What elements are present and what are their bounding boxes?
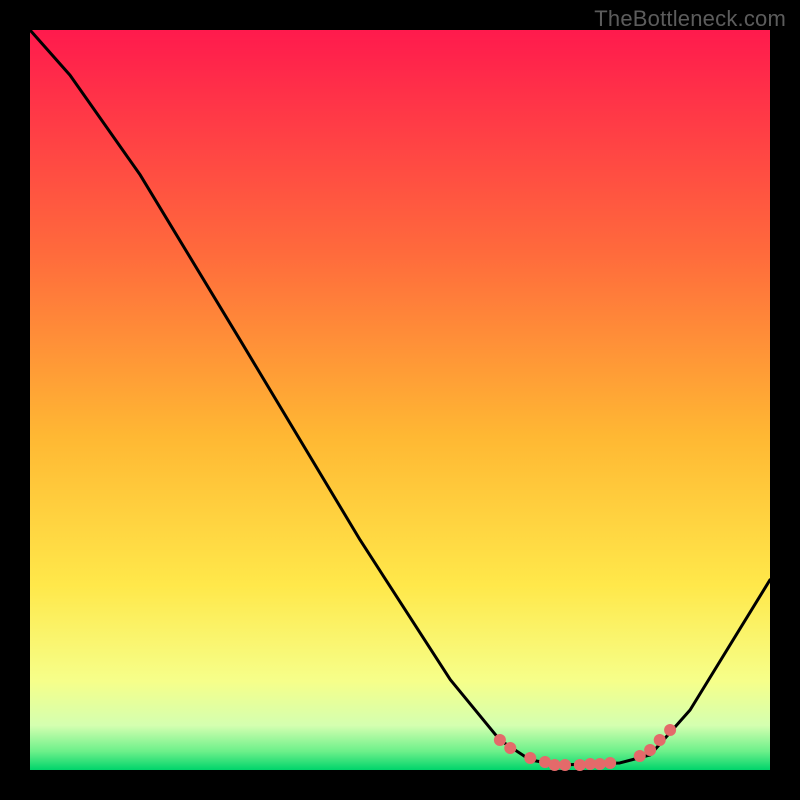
marker-dot bbox=[604, 757, 616, 769]
marker-dot bbox=[494, 734, 506, 746]
marker-dot bbox=[644, 744, 656, 756]
marker-dot bbox=[524, 752, 536, 764]
marker-dot bbox=[574, 759, 586, 771]
marker-dot bbox=[654, 734, 666, 746]
plot-area bbox=[30, 30, 770, 770]
marker-dot bbox=[594, 758, 606, 770]
bottleneck-chart bbox=[0, 0, 800, 800]
marker-dot bbox=[634, 750, 646, 762]
marker-dot bbox=[504, 742, 516, 754]
chart-container: TheBottleneck.com bbox=[0, 0, 800, 800]
marker-dot bbox=[559, 759, 571, 771]
marker-dot bbox=[549, 759, 561, 771]
marker-dot bbox=[664, 724, 676, 736]
watermark-text: TheBottleneck.com bbox=[594, 6, 786, 32]
